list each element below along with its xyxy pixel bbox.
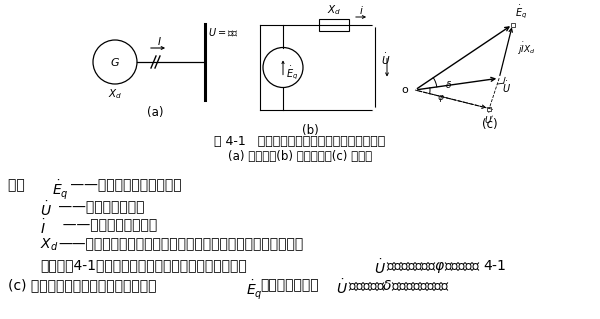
Bar	[487, 107, 491, 110]
Text: $I$: $I$	[157, 35, 161, 47]
Text: $X_d$: $X_d$	[40, 237, 58, 253]
Text: $\dot{E}_q$: $\dot{E}_q$	[286, 65, 298, 82]
Text: ，功率因数角为$\varphi$，可作出图 4-1: ，功率因数角为$\varphi$，可作出图 4-1	[386, 258, 506, 275]
Text: $j\dot{I}X_d$: $j\dot{I}X_d$	[517, 41, 535, 57]
Text: $\dot{U}$: $\dot{U}$	[502, 80, 511, 95]
Bar	[319, 19, 349, 31]
Text: ——发电机端电压；: ——发电机端电压；	[54, 200, 145, 214]
Bar	[511, 23, 515, 26]
Text: $U=$常数: $U=$常数	[208, 26, 239, 38]
Text: 图 4-1   发电机与无限大容量系统母线并联运行: 图 4-1 发电机与无限大容量系统母线并联运行	[214, 135, 386, 148]
Text: (b): (b)	[302, 124, 319, 137]
Text: 式中: 式中	[8, 178, 34, 192]
Text: ——发电机输出电流；: ——发电机输出电流；	[54, 218, 157, 232]
Text: ——发电机的感应电动势；: ——发电机的感应电动势；	[66, 178, 182, 192]
Text: (a): (a)	[147, 106, 163, 119]
Text: $\dot{E}_q$: $\dot{E}_q$	[52, 178, 69, 201]
Circle shape	[373, 23, 377, 27]
Text: $X_d$: $X_d$	[327, 3, 341, 17]
Text: $\delta$: $\delta$	[445, 79, 452, 90]
Text: $\varphi$: $\varphi$	[437, 93, 445, 104]
Text: $\dot{U}$: $\dot{U}$	[40, 200, 52, 219]
Text: ——发电机的同步电抗（电枢反应电抗与定子端漏电抗之和）。: ——发电机的同步电抗（电枢反应电抗与定子端漏电抗之和）。	[58, 237, 303, 251]
Text: G: G	[110, 58, 119, 68]
Text: (c) 所示的相量图。图中发电机电动势: (c) 所示的相量图。图中发电机电动势	[8, 278, 157, 292]
Text: o: o	[401, 85, 409, 95]
Text: $\dot{E}_q$: $\dot{E}_q$	[515, 3, 527, 20]
Text: $\dot{E}_q$: $\dot{E}_q$	[246, 278, 263, 301]
Text: $\dot{U}$: $\dot{U}$	[381, 52, 391, 67]
Text: 与机端母线电压: 与机端母线电压	[260, 278, 319, 292]
Text: (a) 接线图；(b) 等值电路；(c) 相量图: (a) 接线图；(b) 等值电路；(c) 相量图	[228, 150, 372, 163]
Text: $i$: $i$	[359, 4, 364, 16]
Text: $\dot{U}$: $\dot{U}$	[374, 258, 386, 277]
Circle shape	[373, 108, 377, 112]
Text: $\dot{U}$: $\dot{U}$	[336, 278, 348, 297]
Text: $X_d$: $X_d$	[108, 87, 122, 101]
Text: 根据式（4-1），设发电机向系统输出电流滞后端电压: 根据式（4-1），设发电机向系统输出电流滞后端电压	[40, 258, 247, 272]
Text: (c): (c)	[482, 118, 498, 131]
Text: $\dot{U}'$: $\dot{U}'$	[484, 112, 494, 125]
Text: $\dot{I}$: $\dot{I}$	[40, 218, 46, 237]
Text: 之间的夹角$\delta$称为发电机的功率: 之间的夹角$\delta$称为发电机的功率	[348, 278, 449, 293]
